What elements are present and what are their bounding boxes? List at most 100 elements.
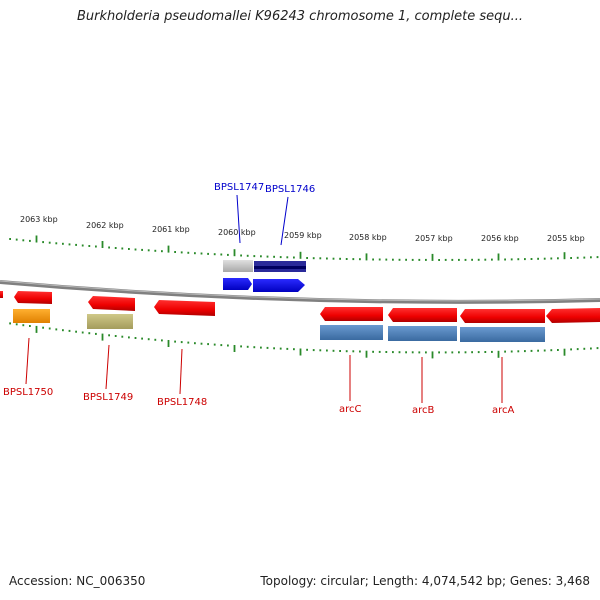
ruler-dot — [200, 252, 203, 255]
ruler-dot — [194, 342, 196, 345]
ruler-major-tick — [167, 245, 170, 253]
ruler-major-tick — [299, 348, 302, 356]
ruler-dot — [491, 350, 493, 353]
ruler-dot — [425, 258, 427, 261]
ruler-dot — [530, 349, 533, 352]
gene-feature[interactable] — [223, 260, 253, 272]
ruler-dot — [570, 257, 572, 259]
ruler-dot — [537, 257, 539, 260]
gene-BPSL1748[interactable] — [154, 300, 215, 316]
ruler-dot — [378, 258, 381, 261]
gene-BPSL1749[interactable] — [87, 296, 135, 329]
gene-label-arcC[interactable]: arcC — [339, 404, 362, 415]
gene-arrow[interactable] — [223, 278, 252, 290]
ruler-dot — [583, 256, 586, 259]
ruler-dot — [405, 258, 407, 261]
ruler-dot — [306, 348, 308, 351]
ruler-dot — [286, 256, 289, 259]
gene-BPSL1750[interactable] — [0, 291, 52, 323]
ruler-dot — [332, 257, 335, 260]
ruler-dot — [491, 258, 493, 261]
ruler-dot — [227, 253, 229, 256]
ruler-label: 2055 kbp — [547, 234, 585, 243]
ruler-dot — [411, 258, 414, 261]
ruler-dot — [438, 259, 440, 261]
ruler-dot — [286, 347, 289, 350]
ruler-dot — [260, 346, 262, 349]
ruler-dot — [88, 245, 91, 247]
gene-label-arcB[interactable]: arcB — [412, 405, 435, 416]
ruler-dot — [326, 257, 328, 260]
ruler-dot — [108, 334, 110, 337]
ruler-dot — [352, 258, 355, 261]
ruler-dot — [378, 350, 381, 353]
ruler-dot — [557, 257, 559, 260]
ruler-dot — [121, 335, 124, 338]
ruler-dot — [332, 349, 335, 352]
ruler-label: 2060 kbp — [218, 228, 256, 237]
ruler-dot — [576, 256, 579, 259]
ruler-bottom — [9, 322, 599, 359]
ruler-dot — [134, 337, 137, 339]
ruler-dot — [339, 257, 341, 260]
ruler-dot — [246, 254, 249, 257]
gene-arcC[interactable] — [320, 307, 383, 340]
ruler-dot — [517, 258, 520, 261]
ruler-major-tick — [431, 253, 434, 261]
ruler-dot — [326, 349, 328, 352]
gene-label-BPSL1746[interactable]: BPSL1746 — [265, 184, 315, 195]
ruler-dot — [114, 247, 117, 249]
ruler-dot — [385, 351, 388, 353]
ruler-dot — [240, 345, 242, 348]
ruler-major-tick — [233, 249, 236, 257]
ruler-dot — [128, 336, 130, 339]
ruler-dot — [279, 347, 282, 350]
ruler-dot — [583, 347, 586, 350]
gene-arcB[interactable] — [388, 308, 457, 341]
ruler-dot — [477, 351, 480, 354]
ruler-dot — [108, 246, 110, 249]
ruler-major-tick — [35, 325, 38, 333]
ruler-dot — [207, 252, 209, 255]
gene-arcA[interactable] — [460, 309, 545, 342]
ruler-dot — [484, 258, 487, 261]
gene-arrow[interactable] — [253, 279, 305, 292]
ruler-dot — [75, 330, 77, 333]
ruler-dot — [345, 350, 348, 353]
gene-BPSL1747-track[interactable] — [223, 260, 253, 290]
ruler-dot — [510, 258, 513, 261]
ruler-dot — [55, 242, 58, 245]
ruler-dot — [81, 244, 84, 247]
gene-label-BPSL1750[interactable]: BPSL1750 — [3, 387, 53, 398]
ruler-dot — [312, 349, 315, 352]
ruler-major-tick — [365, 350, 368, 358]
ruler-dot — [260, 255, 262, 258]
ruler-dot — [279, 256, 282, 259]
ruler-dot — [9, 322, 11, 325]
ruler-dot — [359, 258, 361, 261]
ruler-dot — [227, 344, 229, 347]
ruler-dot — [345, 258, 348, 260]
ruler-dot — [510, 350, 513, 353]
ruler-dot — [530, 258, 533, 260]
ruler-dot — [398, 351, 401, 354]
ruler-dot — [213, 343, 216, 346]
ruler-dot — [517, 350, 520, 353]
ruler-dot — [180, 341, 183, 344]
ruler-dot — [220, 253, 223, 256]
ruler-dot — [55, 328, 58, 331]
ruler-dot — [524, 258, 526, 261]
ruler-dot — [62, 242, 64, 245]
ruler-dot — [576, 348, 579, 351]
ruler-label: 2062 kbp — [86, 221, 124, 230]
gene-label-BPSL1747[interactable]: BPSL1747 — [214, 182, 264, 193]
gene-next-partial[interactable] — [546, 308, 600, 323]
gene-label-BPSL1748[interactable]: BPSL1748 — [157, 397, 207, 408]
gene-BPSL1746-track[interactable] — [253, 261, 306, 292]
ruler-label: 2063 kbp — [20, 215, 58, 224]
ruler-dot — [458, 351, 460, 354]
gene-label-BPSL1749[interactable]: BPSL1749 — [83, 392, 133, 403]
ruler-dot — [451, 351, 454, 354]
ruler-dot — [451, 258, 454, 261]
gene-label-arcA[interactable]: arcA — [492, 405, 515, 416]
